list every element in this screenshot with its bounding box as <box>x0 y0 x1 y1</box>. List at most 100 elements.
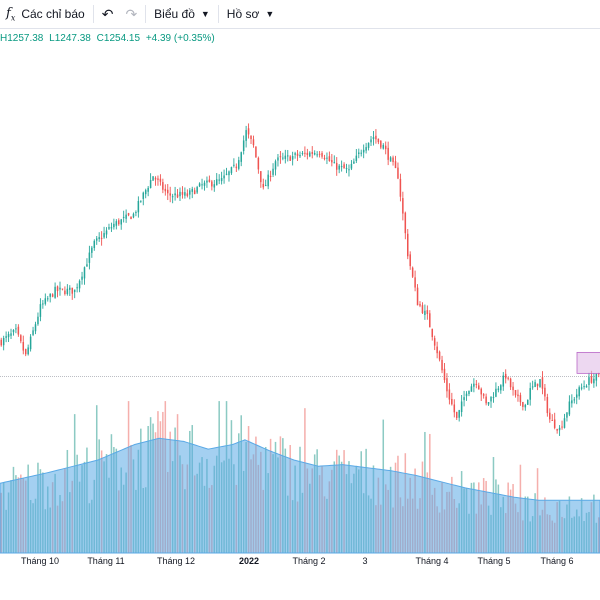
candle-body <box>397 167 399 179</box>
candle-body <box>429 313 431 328</box>
candle-body <box>323 157 326 159</box>
candle-body <box>162 182 164 190</box>
candle-body <box>480 388 482 395</box>
candle-body <box>247 128 250 135</box>
candle-body <box>255 146 257 158</box>
candle-body <box>389 157 392 162</box>
highlight-rectangle <box>576 351 600 374</box>
candle-body <box>34 324 37 332</box>
candle-body <box>590 376 593 383</box>
candle-body <box>502 375 505 387</box>
indicators-button[interactable]: fx Các chỉ báo <box>0 0 91 28</box>
candle-body <box>585 385 588 388</box>
candle-body <box>340 166 343 168</box>
candle-body <box>399 178 402 197</box>
candle-body <box>575 394 578 398</box>
candle-body <box>558 427 561 431</box>
undo-icon: ↶ <box>101 5 114 22</box>
candle-body <box>433 338 436 346</box>
candle-body <box>122 216 125 218</box>
ohlc-legend: H1257.38 L1247.38 C1254.15 +4.39 (+0.35%… <box>0 33 218 44</box>
candle-body <box>287 155 289 157</box>
candle-body <box>242 140 245 152</box>
candle-body <box>453 404 456 413</box>
undo-button[interactable]: ↶ <box>96 0 120 28</box>
candle-body <box>380 140 382 148</box>
candle-body <box>431 328 434 338</box>
candle-body <box>561 426 563 428</box>
candle-body <box>345 168 348 170</box>
candle-body <box>556 429 558 431</box>
candle-body <box>264 185 267 187</box>
candle-body <box>294 153 296 155</box>
candle-body <box>7 334 10 338</box>
candle-body <box>220 178 223 182</box>
candle-body <box>338 165 340 170</box>
candle-body <box>392 157 394 163</box>
candle-body <box>470 386 473 392</box>
candle-body <box>37 316 39 325</box>
ohlc-close: C1254.15 <box>96 33 141 44</box>
candle-body <box>228 171 230 176</box>
candle-body <box>20 335 22 342</box>
x-axis-tick-label: Tháng 10 <box>21 556 59 566</box>
candle-body <box>100 237 103 239</box>
candle-body <box>504 373 507 379</box>
candle-body <box>88 252 91 263</box>
candle-body <box>0 339 2 346</box>
indicators-label: Các chỉ báo <box>21 7 85 21</box>
candle-body <box>213 184 216 188</box>
candle-body <box>29 336 32 350</box>
candle-body <box>149 180 152 188</box>
candle-body <box>56 286 59 292</box>
candle-body <box>83 267 86 279</box>
x-axis-tick-label: Tháng 11 <box>87 556 124 566</box>
candle-body <box>86 264 88 267</box>
candle-body <box>517 394 519 397</box>
profile-menu-button[interactable]: Hồ sơ ▼ <box>221 0 280 28</box>
candle-body <box>365 147 367 151</box>
candle-body <box>416 287 419 306</box>
chart-menu-button[interactable]: Biểu đồ ▼ <box>148 0 216 28</box>
candle-body <box>482 394 485 396</box>
candle-body <box>5 336 7 338</box>
candle-body <box>176 194 179 198</box>
candle-body <box>326 157 328 159</box>
candle-body <box>252 139 255 146</box>
redo-button[interactable]: ↷ <box>119 0 143 28</box>
candle-body <box>448 389 451 400</box>
candle-body <box>529 388 531 400</box>
candle-body <box>519 395 522 403</box>
candle-body <box>299 154 301 157</box>
candle-body <box>500 385 502 391</box>
candle-body <box>154 177 157 180</box>
candle-body <box>91 247 93 253</box>
candle-body <box>132 213 135 218</box>
candle-body <box>291 156 294 160</box>
candle-body <box>571 400 573 404</box>
candle-body <box>10 333 12 336</box>
candle-body <box>44 298 47 304</box>
candle-body <box>257 157 260 170</box>
candle-body <box>47 298 49 300</box>
candle-body <box>512 386 514 391</box>
candle-body <box>358 152 360 154</box>
candlestick-chart[interactable]: Tháng 10 Tháng 11 Tháng 12 2022 Tháng 2 3 Thán… <box>0 28 600 600</box>
candle-body <box>120 219 122 225</box>
toolbar-divider <box>145 5 147 23</box>
candle-body <box>451 398 453 405</box>
candle-body <box>93 240 96 249</box>
candle-body <box>421 305 424 314</box>
candle-body <box>115 221 118 226</box>
candle-body <box>191 188 194 192</box>
candle-body <box>411 267 414 277</box>
candle-body <box>223 175 225 179</box>
chart-menu-label: Biểu đồ <box>154 7 195 21</box>
candle-body <box>39 304 42 317</box>
candle-body <box>51 294 54 297</box>
candle-body <box>127 213 130 216</box>
candle-body <box>193 190 196 195</box>
candle-body <box>95 238 98 241</box>
candle-body <box>218 179 220 181</box>
candle-body <box>208 179 211 182</box>
